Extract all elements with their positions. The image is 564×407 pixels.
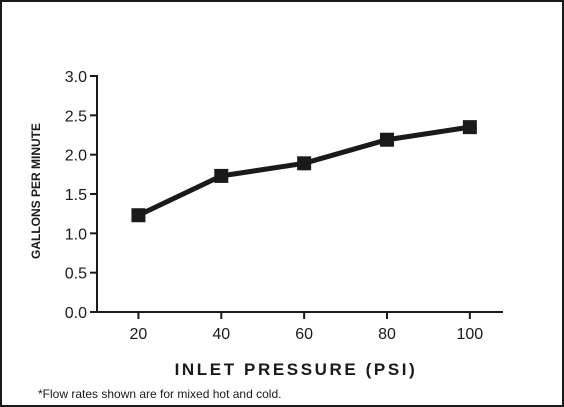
x-tick-label: 20 (130, 326, 148, 343)
y-axis-ticks: 0.0 0.5 1.0 1.5 2.0 2.5 3.0 (65, 69, 97, 322)
data-point-marker (214, 168, 229, 183)
x-tick-label: 80 (378, 326, 396, 343)
y-tick-label: 0.5 (65, 266, 87, 283)
data-point-marker (131, 208, 146, 223)
x-tick-label: 60 (295, 326, 313, 343)
y-tick-label: 2.5 (65, 108, 87, 125)
data-point-marker (297, 156, 312, 171)
x-tick-label: 40 (212, 326, 230, 343)
y-tick-label: 3.0 (65, 69, 87, 86)
y-tick-label: 2.0 (65, 148, 87, 165)
footnote: *Flow rates shown are for mixed hot and … (38, 387, 281, 401)
data-point-marker (380, 132, 394, 147)
y-axis-label: GALLONS PER MINUTE (29, 123, 43, 259)
x-tick-label: 100 (457, 326, 484, 343)
series-line (137, 124, 471, 218)
x-axis-ticks: 20 40 60 80 100 (130, 312, 484, 343)
y-tick-label: 0.0 (65, 305, 87, 322)
y-tick-label: 1.5 (65, 187, 87, 204)
data-point-marker (462, 120, 477, 135)
y-tick-label: 1.0 (65, 226, 87, 243)
data-points (131, 120, 477, 223)
x-axis-label: INLET PRESSURE (PSI) (175, 360, 418, 379)
